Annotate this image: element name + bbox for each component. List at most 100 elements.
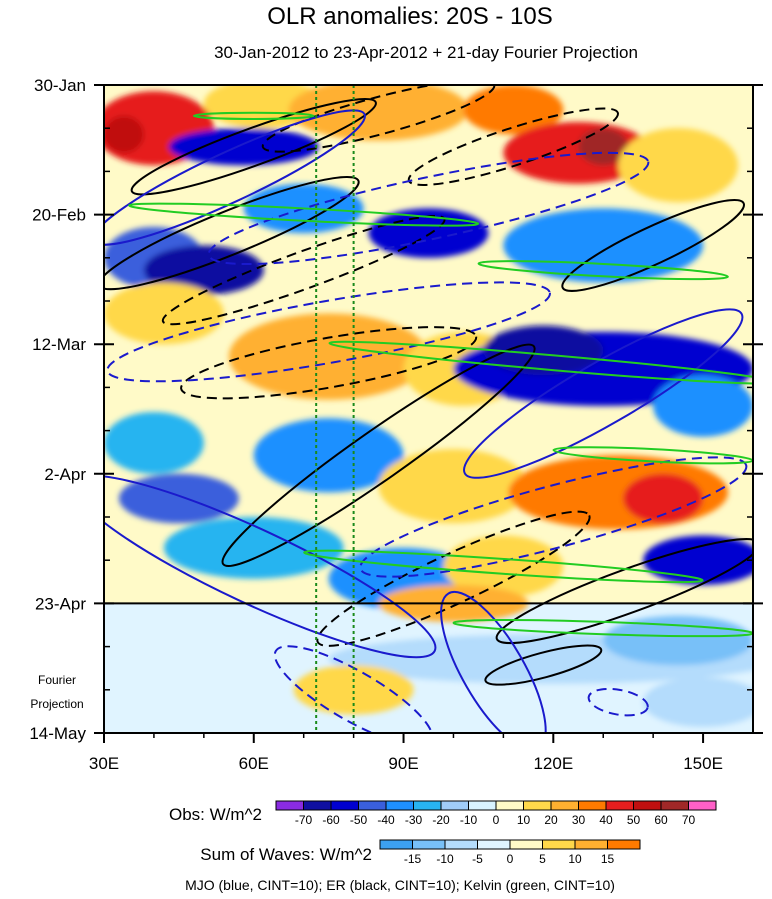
waves-colorbar-level-1: -10 bbox=[436, 852, 454, 866]
waves-colorbar-label: Sum of Waves: W/m^2 bbox=[200, 845, 372, 864]
olr-anomaly-14 bbox=[104, 282, 224, 345]
obs-colorbar-level-7: 0 bbox=[493, 813, 500, 827]
er-contour-8 bbox=[316, 510, 591, 647]
obs-colorbar-level-9: 20 bbox=[544, 813, 558, 827]
waves-colorbar-level-0: -15 bbox=[404, 852, 422, 866]
chart-title: OLR anomalies: 20S - 10S bbox=[267, 3, 552, 30]
chart-subtitle: 30-Jan-2012 to 23-Apr-2012 + 21-day Four… bbox=[214, 43, 638, 62]
waves-colorbar-swatch-2 bbox=[444, 839, 478, 850]
olr-anomaly-10 bbox=[143, 245, 264, 295]
x-tick-label-2: 90E bbox=[388, 754, 418, 773]
projection-label-line2: Projection bbox=[30, 697, 83, 711]
obs-colorbar-swatch-14 bbox=[660, 800, 689, 811]
olr-anomaly-3 bbox=[288, 85, 469, 141]
olr-anomaly-6 bbox=[578, 128, 629, 166]
obs-colorbar-swatch-15 bbox=[688, 800, 717, 811]
mjo-contour-19 bbox=[587, 687, 649, 717]
plot-frame bbox=[103, 84, 754, 734]
kelvin-contour-23 bbox=[328, 340, 753, 385]
obs-colorbar-swatch-1 bbox=[303, 800, 332, 811]
x-tick-label-1: 60E bbox=[239, 754, 269, 773]
obs-colorbar-swatch-0 bbox=[275, 800, 304, 811]
obs-colorbar: -70 -60 -50 -40 -30 -20 -10 0 10 20 30 40 50 60 70 bbox=[275, 800, 717, 827]
olr-anomaly-20 bbox=[104, 412, 204, 474]
obs-colorbar-level-13: 60 bbox=[654, 813, 668, 827]
obs-colorbar-swatch-13 bbox=[633, 800, 662, 811]
olr-anomaly-7 bbox=[618, 128, 739, 203]
obs-colorbar-level-8: 10 bbox=[517, 813, 531, 827]
x-tick-label-3: 120E bbox=[533, 754, 573, 773]
obs-colorbar-level-2: -50 bbox=[350, 813, 368, 827]
waves-colorbar-swatch-5 bbox=[542, 839, 576, 850]
kelvin-contour-25 bbox=[303, 549, 704, 584]
mjo-contour-15 bbox=[104, 474, 437, 659]
waves-colorbar-swatch-3 bbox=[477, 839, 511, 850]
er-contour-0 bbox=[130, 98, 377, 196]
obs-colorbar-level-5: -20 bbox=[432, 813, 450, 827]
wave-anomaly-3 bbox=[643, 677, 753, 727]
er-contour-9 bbox=[495, 538, 753, 644]
olr-anomaly-15 bbox=[228, 313, 429, 400]
waves-colorbar: -15 -10 -5 0 5 10 15 bbox=[379, 839, 641, 866]
y-tick-label-0: 30-Jan bbox=[34, 76, 86, 95]
olr-anomaly-19 bbox=[653, 375, 753, 437]
y-tick-label-3: 2-Apr bbox=[44, 465, 86, 484]
obs-colorbar-level-1: -60 bbox=[322, 813, 340, 827]
er-contour-6 bbox=[221, 343, 536, 567]
wave-anomaly-2 bbox=[293, 665, 414, 715]
olr-anomaly-25 bbox=[118, 473, 239, 524]
waves-colorbar-level-6: 15 bbox=[601, 852, 615, 866]
olr-anomaly-1 bbox=[104, 115, 144, 153]
kelvin-contour-21 bbox=[128, 202, 480, 227]
waves-colorbar-level-5: 10 bbox=[568, 852, 582, 866]
plot-area bbox=[104, 85, 753, 733]
y-tick-label-2: 12-Mar bbox=[32, 335, 86, 354]
olr-anomaly-13 bbox=[503, 208, 704, 283]
obs-colorbar-swatch-5 bbox=[413, 800, 442, 811]
obs-colorbar-swatch-10 bbox=[550, 800, 579, 811]
obs-colorbar-label: Obs: W/m^2 bbox=[169, 805, 262, 824]
olr-anomaly-22 bbox=[378, 449, 529, 524]
kelvin-contour-20 bbox=[192, 111, 315, 120]
olr-anomaly-28 bbox=[443, 535, 564, 598]
olr-anomaly-18 bbox=[483, 325, 604, 376]
obs-colorbar-level-0: -70 bbox=[295, 813, 313, 827]
obs-colorbar-swatch-11 bbox=[578, 800, 607, 811]
projection-label-line1: Fourier bbox=[38, 673, 76, 687]
kelvin-contour-22 bbox=[477, 260, 729, 281]
obs-colorbar-swatch-9 bbox=[523, 800, 552, 811]
x-tick-label-4: 150E bbox=[683, 754, 723, 773]
olr-anomaly-4 bbox=[463, 85, 564, 135]
obs-colorbar-swatch-4 bbox=[385, 800, 414, 811]
mjo-contour-12 bbox=[207, 151, 650, 266]
obs-colorbar-level-6: -10 bbox=[460, 813, 478, 827]
waves-colorbar-level-4: 5 bbox=[539, 852, 546, 866]
obs-colorbar-level-4: -30 bbox=[405, 813, 423, 827]
y-tick-label-5: 14-May bbox=[29, 724, 86, 743]
olr-anomaly-26 bbox=[163, 517, 344, 579]
waves-colorbar-level-2: -5 bbox=[472, 852, 483, 866]
obs-colorbar-level-12: 50 bbox=[627, 813, 641, 827]
obs-colorbar-level-3: -40 bbox=[377, 813, 395, 827]
obs-colorbar-swatch-12 bbox=[605, 800, 634, 811]
mjo-contour-14 bbox=[463, 308, 744, 479]
er-contour-10 bbox=[484, 644, 603, 686]
mjo-contour-17 bbox=[273, 645, 434, 733]
y-tick-label-1: 20-Feb bbox=[32, 206, 86, 225]
obs-colorbar-level-11: 40 bbox=[599, 813, 613, 827]
wave-legend: MJO (blue, CINT=10); ER (black, CINT=10)… bbox=[185, 877, 615, 893]
obs-colorbar-swatch-2 bbox=[330, 800, 359, 811]
obs-colorbar-swatch-6 bbox=[440, 800, 469, 811]
waves-colorbar-swatch-4 bbox=[509, 839, 543, 850]
olr-anomaly-24 bbox=[623, 473, 704, 524]
obs-colorbar-swatch-7 bbox=[468, 800, 497, 811]
obs-colorbar-level-10: 30 bbox=[572, 813, 586, 827]
y-tick-label-4: 23-Apr bbox=[35, 594, 86, 613]
obs-colorbar-swatch-8 bbox=[495, 800, 524, 811]
obs-colorbar-level-14: 70 bbox=[682, 813, 696, 827]
waves-colorbar-level-3: 0 bbox=[507, 852, 514, 866]
waves-colorbar-swatch-1 bbox=[412, 839, 446, 850]
olr-anomaly-8 bbox=[168, 128, 319, 166]
waves-colorbar-swatch-0 bbox=[379, 839, 413, 850]
mjo-contour-11 bbox=[104, 109, 366, 246]
